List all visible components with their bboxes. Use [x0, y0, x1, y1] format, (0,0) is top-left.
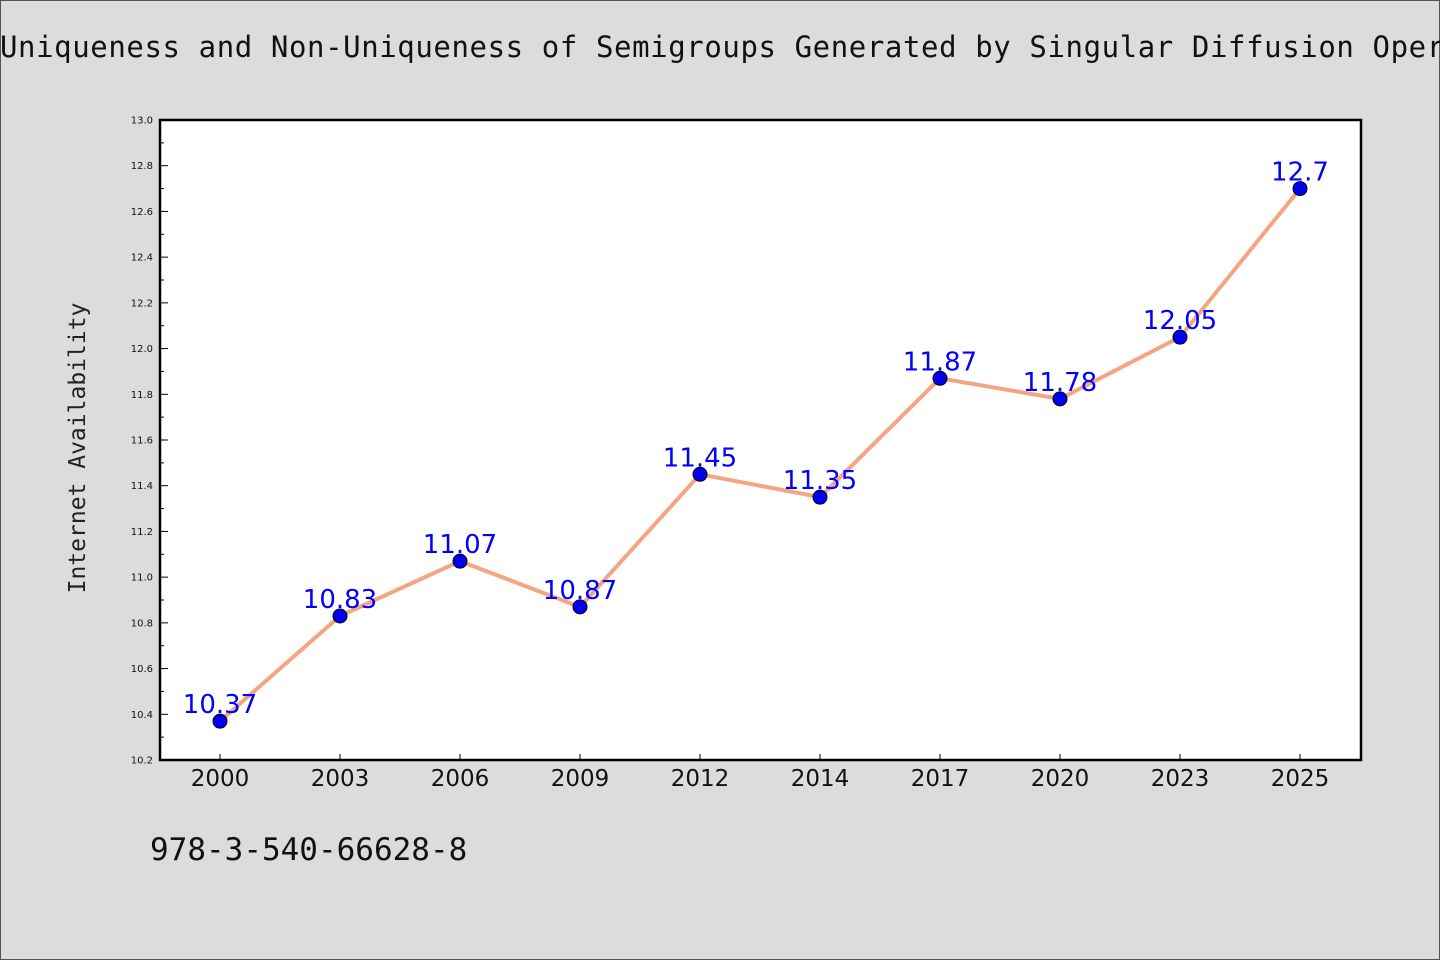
data-point — [572, 599, 588, 615]
y-tick-label: 12.6 — [131, 207, 153, 218]
y-tick-label: 10.6 — [131, 664, 153, 675]
data-label: 11.87 — [903, 347, 977, 377]
data-point — [1172, 329, 1188, 345]
data-point — [932, 370, 948, 386]
y-axis: 10.2 10.4 10.6 10.8 11.0 11.2 11.4 11.6 11.8 12.0… — [131, 116, 168, 767]
series: 10.37 10.83 11.07 10.87 11.45 11.35 11.87 11.78… — [183, 158, 1329, 729]
y-tick-label: 11.2 — [131, 527, 153, 538]
y-axis-label: Internet Availability — [65, 303, 91, 594]
data-point — [332, 608, 348, 624]
y-tick-label: 12.4 — [131, 253, 153, 264]
y-tick-label: 12.2 — [131, 298, 153, 309]
data-point — [812, 489, 828, 505]
y-tick-label: 10.2 — [131, 756, 153, 767]
isbn-text: 978-3-540-66628-8 — [150, 832, 468, 868]
y-tick-label: 11.0 — [131, 573, 153, 584]
x-axis: 2000 2003 2006 2009 2012 2014 2017 2020 2023 2025 — [191, 754, 1330, 792]
x-tick-label: 2003 — [311, 766, 370, 792]
data-label: 10.83 — [303, 585, 377, 615]
data-point — [1292, 181, 1308, 197]
data-label: 10.37 — [183, 690, 257, 720]
x-tick-label: 2000 — [191, 766, 250, 792]
data-label: 11.07 — [423, 530, 497, 560]
y-tick-label: 12.8 — [131, 161, 153, 172]
data-label: 11.45 — [663, 443, 737, 473]
data-label: 11.35 — [783, 466, 857, 496]
x-tick-label: 2009 — [551, 766, 610, 792]
series-line — [218, 186, 1302, 724]
x-tick-label: 2006 — [431, 766, 490, 792]
y-tick-label: 11.8 — [131, 390, 153, 401]
x-tick-label: 2017 — [911, 766, 970, 792]
data-label: 10.87 — [543, 576, 617, 606]
data-point — [452, 553, 468, 569]
y-tick-label: 11.6 — [131, 436, 153, 447]
x-tick-label: 2025 — [1271, 766, 1330, 792]
y-tick-label: 12.0 — [131, 344, 153, 355]
chart-title: Uniqueness and Non-Uniqueness of Semigro… — [0, 30, 1440, 64]
y-tick-label: 11.4 — [131, 481, 153, 492]
data-label: 12.05 — [1143, 306, 1217, 336]
y-tick-label: 10.8 — [131, 618, 153, 629]
y-tick-label: 10.4 — [131, 710, 153, 721]
data-label: 12.7 — [1271, 158, 1329, 188]
data-point — [1052, 391, 1068, 407]
data-point — [692, 466, 708, 482]
x-tick-label: 2012 — [671, 766, 730, 792]
x-tick-label: 2014 — [791, 766, 850, 792]
plot-area — [158, 118, 1363, 762]
x-tick-label: 2023 — [1151, 766, 1210, 792]
y-tick-label: 13.0 — [131, 116, 153, 127]
x-tick-label: 2020 — [1031, 766, 1090, 792]
data-point — [212, 713, 228, 729]
data-label: 11.78 — [1023, 368, 1097, 398]
